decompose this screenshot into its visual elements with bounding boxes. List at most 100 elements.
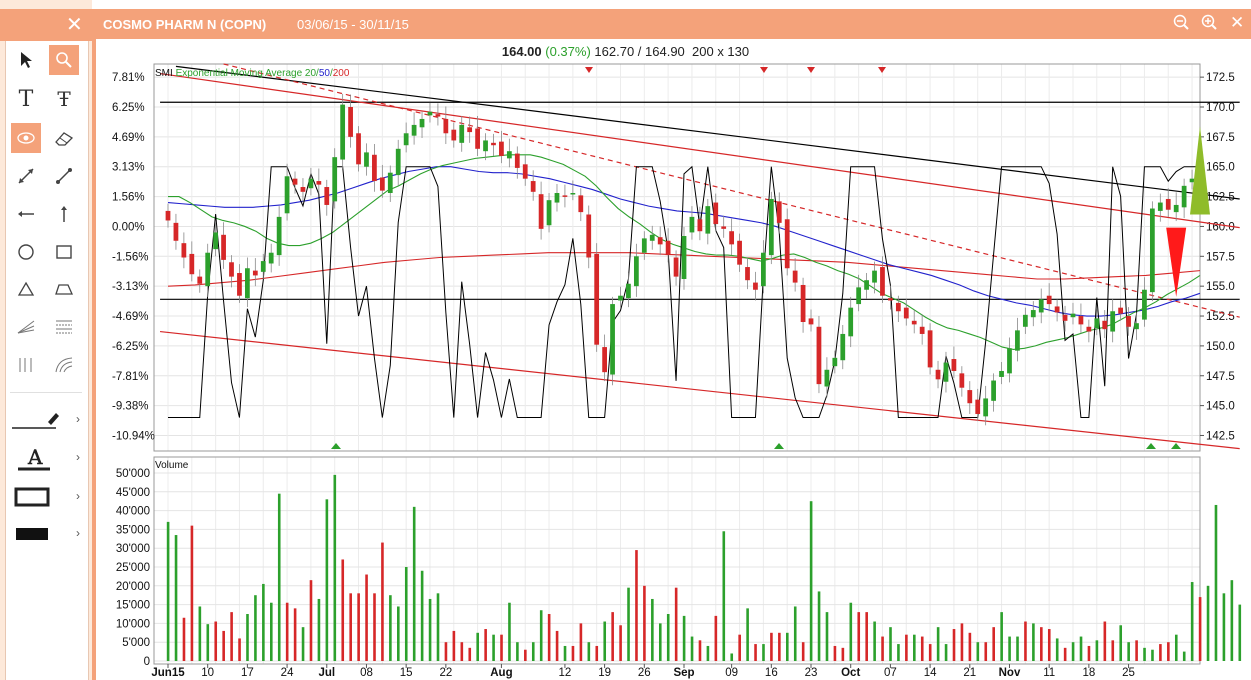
- text-color-icon: A: [18, 445, 50, 471]
- volume-bar: [1063, 647, 1067, 661]
- candle-body: [268, 252, 274, 264]
- segment-tool[interactable]: [49, 161, 79, 191]
- candle-body: [181, 243, 187, 258]
- zoom-tool[interactable]: [49, 45, 79, 75]
- x-tick-label: 19: [598, 667, 611, 679]
- volume-bar: [1143, 647, 1146, 661]
- x-tick-label: 18: [1082, 667, 1095, 679]
- descending-trendline: [175, 65, 1240, 200]
- close-icon[interactable]: ✕: [1230, 13, 1245, 32]
- candle-body: [1062, 314, 1068, 321]
- volume-bar: [373, 593, 376, 661]
- volume-bar: [516, 642, 519, 661]
- fibonacci-tool[interactable]: [49, 311, 79, 341]
- candle-body: [411, 124, 417, 136]
- candle-body: [816, 326, 822, 385]
- candle-body: [1078, 316, 1084, 325]
- x-tick-label: 23: [805, 667, 818, 679]
- candle-body: [546, 200, 552, 226]
- candle-body: [848, 307, 854, 337]
- volume-bar: [1016, 636, 1019, 661]
- volume-bar: [881, 636, 884, 661]
- x-tick-label: 15: [400, 667, 413, 679]
- eye-tool[interactable]: [11, 123, 41, 153]
- x-tick-label: Sep: [673, 667, 694, 679]
- volume-bar: [452, 630, 456, 661]
- volume-bar: [857, 612, 861, 661]
- candle-body: [681, 236, 687, 279]
- x-tick-label: 24: [281, 667, 294, 679]
- fan-tool[interactable]: [11, 311, 41, 341]
- line-style-button[interactable]: ›: [10, 406, 82, 434]
- volume-bar: [1055, 638, 1059, 661]
- volume-bar: [166, 521, 170, 661]
- y-right-tick-label: 150.0: [1206, 341, 1235, 353]
- chevron-right-icon: ›: [76, 412, 80, 426]
- y-right-tick-label: 152.5: [1206, 311, 1235, 323]
- volume-bar: [793, 606, 797, 661]
- fill-style-button[interactable]: ›: [10, 520, 82, 548]
- volume-bar: [579, 623, 583, 661]
- triangle-tool[interactable]: [11, 274, 41, 304]
- trapezoid-tool[interactable]: [49, 274, 79, 304]
- candle-body: [356, 133, 361, 165]
- text-box-tool[interactable]: Ŧ: [49, 84, 79, 114]
- volume-tick-label: 20'000: [116, 581, 150, 593]
- eraser-tool[interactable]: [49, 123, 79, 153]
- candle-body: [768, 198, 774, 256]
- x-tick-label: 10: [201, 667, 214, 679]
- candle-body: [467, 127, 473, 133]
- candle-body: [300, 187, 306, 192]
- x-tick-label: 12: [559, 667, 572, 679]
- volume-bar: [1047, 629, 1051, 661]
- candle-body: [1102, 320, 1108, 330]
- horizontal-line-tool[interactable]: [11, 199, 41, 229]
- x-tick-label: Jul: [318, 667, 335, 679]
- pointer-tool[interactable]: [11, 45, 41, 75]
- text-style-button[interactable]: A ›: [10, 444, 82, 472]
- arc-tool[interactable]: [49, 350, 79, 380]
- vertical-line-tool[interactable]: [49, 199, 79, 229]
- buy-signal-marker: [1171, 443, 1181, 449]
- circle-tool[interactable]: [11, 237, 41, 267]
- candle-body: [856, 287, 862, 305]
- volume-bar: [770, 632, 773, 661]
- toolbar-divider: [10, 392, 82, 393]
- candle-body: [1038, 299, 1044, 313]
- candle-body: [753, 282, 758, 290]
- text-icon: T: [18, 86, 34, 112]
- candle-body: [586, 214, 592, 258]
- rectangle-tool[interactable]: [49, 237, 79, 267]
- volume-bar: [1111, 640, 1115, 661]
- text-tool[interactable]: T: [11, 84, 41, 114]
- volume-bar: [555, 630, 559, 661]
- zoom-out-icon[interactable]: [1173, 14, 1189, 35]
- y-left-tick-label: 4.69%: [112, 132, 145, 144]
- volume-bar: [730, 653, 734, 661]
- volume-bar: [1151, 649, 1154, 661]
- candle-body: [229, 262, 234, 277]
- candle-body: [1054, 306, 1060, 313]
- y-right-tick-label: 145.0: [1206, 401, 1235, 413]
- volume-tick-label: 35'000: [116, 524, 150, 536]
- candle-body: [911, 320, 917, 325]
- close-icon[interactable]: ✕: [66, 14, 83, 36]
- date-range: 03/06/15 - 30/11/15: [297, 17, 409, 32]
- fibonacci-lines-icon: [56, 320, 72, 334]
- volume-bar: [468, 647, 472, 661]
- volume-bar: [627, 587, 630, 661]
- candle-body: [348, 107, 353, 137]
- line-tool[interactable]: [11, 161, 41, 191]
- rectangle-icon: [56, 245, 72, 259]
- cycle-lines-tool[interactable]: [11, 350, 41, 380]
- border-style-button[interactable]: ›: [10, 483, 82, 511]
- triangle-icon: [17, 281, 35, 296]
- candle-body: [197, 276, 203, 284]
- zoom-in-icon[interactable]: [1201, 14, 1217, 35]
- candle-body: [689, 216, 695, 233]
- candle-body: [499, 141, 504, 156]
- y-right-tick-label: 165.0: [1206, 162, 1235, 174]
- cycle-lines-icon: [19, 358, 32, 372]
- candle-body: [872, 270, 877, 283]
